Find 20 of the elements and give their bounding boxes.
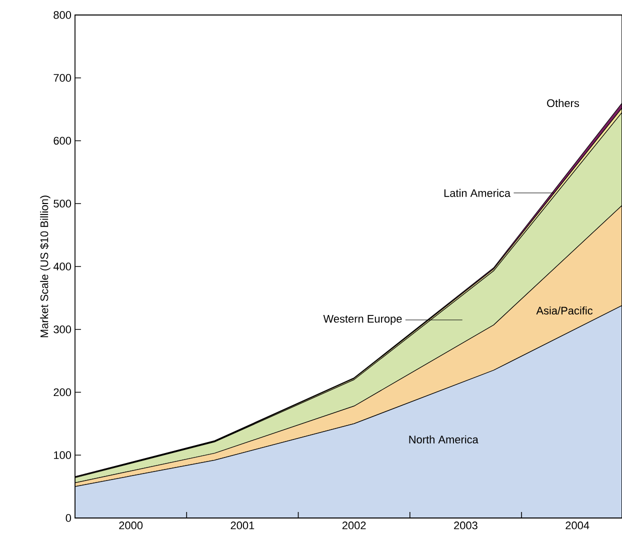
series-label: Western Europe bbox=[323, 315, 402, 325]
x-tick-label: 2001 bbox=[230, 522, 254, 530]
legend-label: Latin America bbox=[444, 188, 511, 197]
text: Others bbox=[547, 99, 580, 108]
series-label: Asia/Pacific bbox=[536, 306, 593, 315]
y-tick-label: 800 bbox=[54, 11, 72, 19]
x-tick-label: 2004 bbox=[566, 522, 590, 530]
y-tick-label: 100 bbox=[54, 451, 72, 460]
y-tick-label: 300 bbox=[54, 326, 72, 334]
x-tick-label: 2003 bbox=[454, 522, 478, 530]
x-tick-label: 2002 bbox=[342, 522, 366, 530]
y-axis-title: Market Scale (US $10 Billion) bbox=[40, 196, 50, 338]
series-label: North America bbox=[409, 435, 478, 444]
y-tick-label: 0 bbox=[66, 514, 72, 522]
y-tick-label: 700 bbox=[54, 74, 72, 82]
y-tick-label: 400 bbox=[53, 262, 72, 270]
y-tick-label: 500 bbox=[54, 200, 72, 208]
y-tick-label: 600 bbox=[54, 136, 72, 145]
y-tick-label: 200 bbox=[54, 388, 72, 396]
x-tick-label: 2000 bbox=[119, 522, 143, 530]
